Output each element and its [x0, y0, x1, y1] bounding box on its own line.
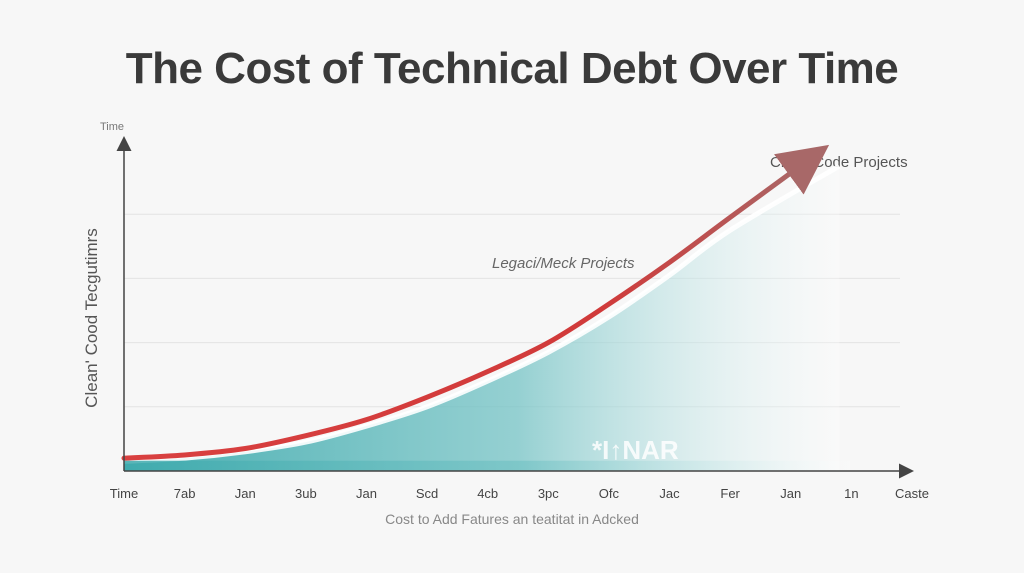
x-tick-label: Ofc — [598, 486, 620, 501]
x-axis-label: Cost to Add Fatures an teatitat in Adcke… — [385, 511, 639, 527]
series-areas — [123, 163, 850, 472]
y-axis-top-label: Time — [100, 121, 125, 133]
x-tick-label: Jac — [659, 486, 680, 501]
x-tick-label: 7ab — [173, 486, 196, 501]
x-tick-label: Time — [109, 486, 139, 501]
x-tick-label: Scd — [415, 486, 439, 501]
series-edge-legacy — [123, 163, 841, 464]
series-area-legacy — [124, 166, 840, 472]
series-line-clean — [121, 144, 830, 461]
x-tick-label: 3pc — [537, 486, 559, 501]
x-tick-label: Fer — [720, 486, 740, 501]
series-label-legacy: Legaci/Meck Projects — [492, 255, 635, 272]
series-lines — [121, 144, 830, 461]
x-tick-label: Jan — [780, 486, 802, 501]
baseline-strip — [124, 460, 850, 471]
x-tick-label: 3ub — [294, 486, 317, 501]
x-tick-label: 1n — [844, 486, 859, 501]
chart-title: The Cost of Technical Debt Over Time — [125, 44, 899, 93]
watermark-text: *I↑NAR — [592, 435, 679, 465]
x-tick-label: Jan — [234, 486, 256, 501]
x-tick-label: Jan — [355, 486, 377, 501]
x-tick-label: Caste — [895, 486, 929, 501]
x-tick-label: 4cb — [477, 486, 499, 501]
